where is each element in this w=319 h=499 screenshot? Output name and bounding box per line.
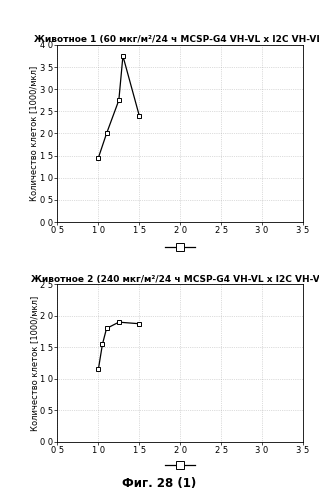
Title: Животное 1 (60 мкг/м²/24 ч MCSP-G4 VH-VL x I2C VH-VL): Животное 1 (60 мкг/м²/24 ч MCSP-G4 VH-VL… <box>34 35 319 44</box>
Y-axis label: Количество клеток [1000/мкл]: Количество клеток [1000/мкл] <box>30 66 39 201</box>
Title: Животное 2 (240 мкг/м²/24 ч MCSP-G4 VH-VL x I2C VH-VL): Животное 2 (240 мкг/м²/24 ч MCSP-G4 VH-V… <box>31 274 319 283</box>
Text: Фиг. 28 (1): Фиг. 28 (1) <box>122 477 197 490</box>
Y-axis label: Количество клеток [1000/мкл]: Количество клеток [1000/мкл] <box>30 295 39 431</box>
